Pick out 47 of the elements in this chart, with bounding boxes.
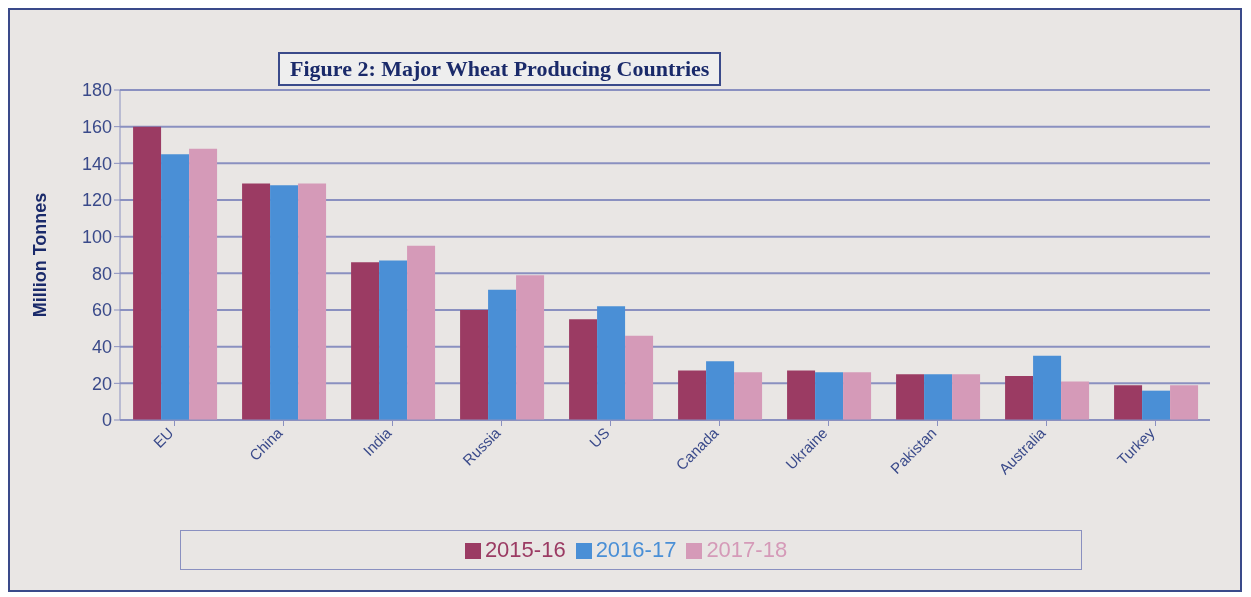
- bar: [625, 335, 654, 420]
- bar: [734, 372, 763, 420]
- y-tick-label: 100: [81, 227, 112, 248]
- bar: [351, 262, 380, 420]
- bar: [298, 183, 327, 420]
- y-tick-label: 60: [91, 300, 112, 321]
- bar: [787, 370, 816, 420]
- bar: [1114, 385, 1143, 420]
- bar: [1061, 381, 1090, 420]
- x-tick-label: EU: [149, 424, 177, 451]
- bar: [242, 183, 271, 420]
- y-tick-label: 140: [81, 153, 112, 174]
- bar: [843, 372, 872, 420]
- y-tick-label: 40: [91, 337, 112, 358]
- bar: [1005, 376, 1034, 420]
- bar: [569, 319, 598, 420]
- bar: [407, 245, 436, 420]
- bar: [460, 310, 489, 420]
- bar: [133, 126, 162, 420]
- bar: [924, 374, 953, 420]
- bar: [1142, 390, 1171, 420]
- bar: [815, 372, 844, 420]
- y-tick-label: 20: [91, 373, 112, 394]
- y-tick-label: 0: [101, 410, 112, 431]
- y-tick-label: 120: [81, 190, 112, 211]
- y-axis-title: Million Tonnes: [30, 192, 51, 318]
- bar: [1170, 385, 1199, 420]
- bar: [1033, 355, 1062, 420]
- legend-label: 2016-17: [595, 537, 677, 562]
- bar: [488, 289, 517, 420]
- bar: [678, 370, 707, 420]
- x-tick-label: US: [585, 424, 613, 451]
- chart-title: Figure 2: Major Wheat Producing Countries: [278, 52, 722, 86]
- bar: [189, 148, 218, 420]
- bar: [896, 374, 925, 420]
- bar: [516, 275, 545, 420]
- y-tick-label: 160: [81, 117, 112, 138]
- y-tick-label: 180: [81, 80, 112, 101]
- bar: [270, 185, 299, 420]
- bar: [379, 260, 408, 420]
- y-tick-label: 80: [91, 263, 112, 284]
- legend-label: 2015-16: [484, 537, 566, 562]
- bar: [952, 374, 981, 420]
- legend-label: 2017-18: [706, 537, 788, 562]
- bar: [161, 154, 190, 420]
- bar: [597, 306, 626, 420]
- bar: [706, 361, 735, 420]
